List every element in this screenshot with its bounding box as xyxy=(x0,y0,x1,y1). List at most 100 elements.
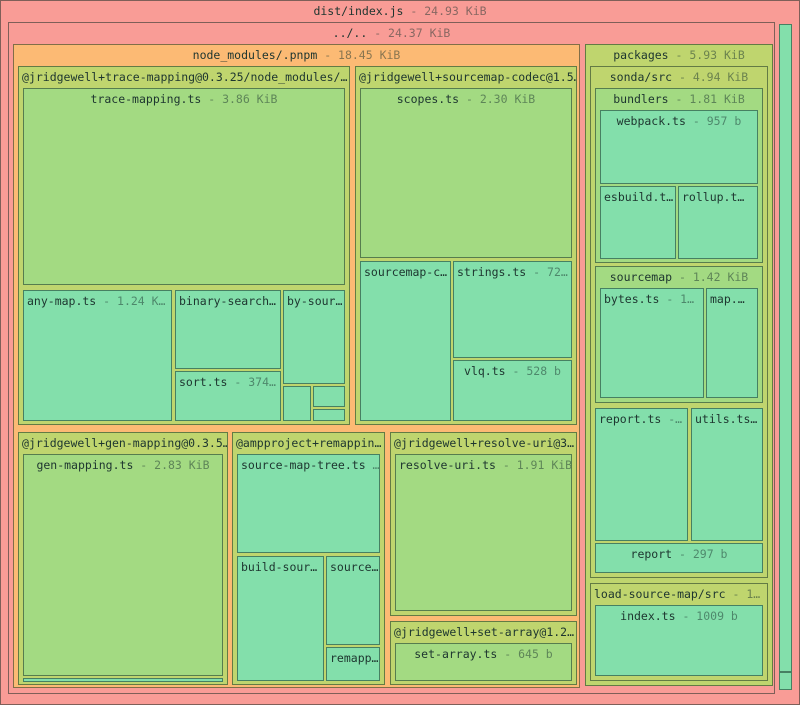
tile-label-size: - 1.24 K… xyxy=(96,294,166,308)
tile-label-size: - 374… xyxy=(227,375,276,389)
tile-label: packages - 5.93 KiB xyxy=(586,45,772,66)
tile-remapping-ts[interactable]: remapp… xyxy=(326,647,380,681)
tile-label-size: - 24.93 KiB xyxy=(403,4,487,18)
tile-unnamed-strip[interactable] xyxy=(779,24,792,672)
tile-label-size: - 645 b xyxy=(497,647,553,661)
tile-label-name: @jridgewell+sourcemap-codec@1.5… xyxy=(359,70,576,84)
tile-label-size: - 18.45 KiB xyxy=(317,48,401,62)
tile-label: binary-search… xyxy=(176,291,280,312)
tile-label-name: any-map.ts xyxy=(27,294,97,308)
tile-label: source-map-tree.ts … xyxy=(238,455,379,476)
tile-vlq-ts[interactable]: vlq.ts - 528 b xyxy=(453,360,572,421)
tile-label-name: build-sour… xyxy=(241,560,318,574)
tile-sort-ts[interactable]: sort.ts - 374… xyxy=(175,371,281,421)
tile-label: build-sour… xyxy=(238,557,323,578)
tile-label-size: - 1009 b xyxy=(675,609,738,623)
tile-label: trace-mapping.ts - 3.86 KiB xyxy=(24,89,344,110)
tile-binary-search-ts[interactable]: binary-search… xyxy=(175,290,281,369)
tile-label: resolve-uri.ts - 1.91 KiB xyxy=(396,455,571,476)
tile-label-name: set-array.ts xyxy=(414,647,498,661)
tile-label-size: - 297 b xyxy=(672,547,728,561)
tile-sourcemap-codec-ts[interactable]: sourcemap-c… xyxy=(360,261,451,421)
tile-label: map.… xyxy=(707,289,757,310)
tile-label-name: sonda/src xyxy=(609,70,673,84)
tile-any-map-ts[interactable]: any-map.ts - 1.24 K… xyxy=(23,290,172,421)
tile-esbuild-ts[interactable]: esbuild.t… xyxy=(600,186,676,259)
tile-label: @jridgewell+sourcemap-codec@1.5… xyxy=(356,67,576,88)
tile-label-name: scopes.ts xyxy=(396,92,460,106)
tile-label: index.ts - 1009 b xyxy=(596,606,762,627)
tile-label-name: esbuild.t… xyxy=(604,190,674,204)
tile-unnamed-2[interactable] xyxy=(313,386,345,407)
tile-label: sourcemap-c… xyxy=(361,262,450,283)
tile-label-size: … xyxy=(365,458,379,472)
tile-label-name: binary-search… xyxy=(179,294,276,308)
tile-label-name: source… xyxy=(330,560,379,574)
tile-label: @jridgewell+resolve-uri@3… xyxy=(391,433,576,454)
tile-label: source… xyxy=(327,557,379,578)
tile-trace-mapping-ts[interactable]: trace-mapping.ts - 3.86 KiB xyxy=(23,88,345,285)
tile-label: report.ts -… xyxy=(596,409,687,430)
tile-label: strings.ts - 72… xyxy=(454,262,571,283)
tile-utils-ts[interactable]: utils.ts… xyxy=(691,408,763,541)
tile-label-name: resolve-uri.ts xyxy=(399,458,496,472)
tile-label-name: load-source-map/src xyxy=(594,587,726,601)
tile-rollup-ts[interactable]: rollup.t… xyxy=(678,186,758,259)
tile-webpack-ts[interactable]: webpack.ts - 957 b xyxy=(600,110,758,184)
tile-label: rollup.t… xyxy=(679,187,757,208)
tile-report-ts[interactable]: report.ts -… xyxy=(595,408,688,541)
tile-label-name: strings.ts xyxy=(457,265,527,279)
tile-label: gen-mapping.ts - 2.83 KiB xyxy=(24,455,222,476)
tile-label-name: remapp… xyxy=(330,651,379,665)
tile-label-size: - 1… xyxy=(725,587,761,601)
tile-unnamed-3[interactable] xyxy=(313,409,345,421)
tile-label: webpack.ts - 957 b xyxy=(601,111,757,132)
tile-label-size: - 528 b xyxy=(505,364,561,378)
tile-label-size: -… xyxy=(661,412,683,426)
tile-label: any-map.ts - 1.24 K… xyxy=(24,291,171,312)
tile-map-ts[interactable]: map.… xyxy=(706,288,758,398)
tile-label: report - 297 b xyxy=(596,544,762,565)
tile-label-name: rollup.t… xyxy=(682,190,745,204)
tile-label: sort.ts - 374… xyxy=(176,372,280,393)
tile-label: utils.ts… xyxy=(692,409,762,430)
tile-unnamed-1[interactable] xyxy=(283,386,311,421)
tile-build-source-ts[interactable]: build-sour… xyxy=(237,556,324,681)
tile-label-name: ../.. xyxy=(332,26,368,40)
tile-unnamed-thin[interactable] xyxy=(23,678,223,682)
tile-bytes-ts[interactable]: bytes.ts - 1… xyxy=(600,288,704,398)
tile-label-size: - 1… xyxy=(659,292,695,306)
tile-set-array-ts[interactable]: set-array.ts - 645 b xyxy=(395,643,572,681)
tile-label: sonda/src - 4.94 KiB xyxy=(591,67,767,88)
tile-label-name: sourcemap-c… xyxy=(364,265,448,279)
tile-label-size: - 2.83 KiB xyxy=(133,458,210,472)
tile-by-source-ts[interactable]: by-sour… xyxy=(283,290,345,384)
tile-label: ../.. - 24.37 KiB xyxy=(9,23,774,44)
tile-source-ts[interactable]: source… xyxy=(326,556,380,645)
tile-label: bytes.ts - 1… xyxy=(601,289,703,310)
tile-label-name: source-map-tree.ts xyxy=(241,458,366,472)
tile-label-name: trace-mapping.ts xyxy=(90,92,202,106)
tile-strings-ts[interactable]: strings.ts - 72… xyxy=(453,261,572,358)
tile-scopes-ts[interactable]: scopes.ts - 2.30 KiB xyxy=(360,88,572,258)
tile-label-name: bytes.ts xyxy=(604,292,660,306)
tile-label: bundlers - 1.81 KiB xyxy=(596,89,762,110)
tile-source-map-tree-ts[interactable]: source-map-tree.ts … xyxy=(237,454,380,553)
tile-label-name: report xyxy=(630,547,673,561)
tile-report-dir[interactable]: report - 297 b xyxy=(595,543,763,573)
tile-index-ts[interactable]: index.ts - 1009 b xyxy=(595,605,763,676)
tile-label-name: map.… xyxy=(710,292,745,306)
tile-label: @ampproject+remappin… xyxy=(233,433,384,454)
tile-gen-mapping-ts[interactable]: gen-mapping.ts - 2.83 KiB xyxy=(23,454,223,676)
tile-label: load-source-map/src - 1… xyxy=(591,584,767,605)
tile-label: esbuild.t… xyxy=(601,187,675,208)
tile-resolve-uri-ts[interactable]: resolve-uri.ts - 1.91 KiB xyxy=(395,454,572,611)
tile-label: set-array.ts - 645 b xyxy=(396,644,571,665)
tile-label-name: @jridgewell+set-array@1.2… xyxy=(394,625,575,639)
tile-label-name: @jridgewell+resolve-uri@3… xyxy=(394,436,575,450)
tile-label-size: - 24.37 KiB xyxy=(367,26,451,40)
tile-label-size: - 4.94 KiB xyxy=(672,70,749,84)
tile-unnamed-strip-sub[interactable] xyxy=(779,672,792,690)
tile-label-name: by-sour… xyxy=(287,294,343,308)
